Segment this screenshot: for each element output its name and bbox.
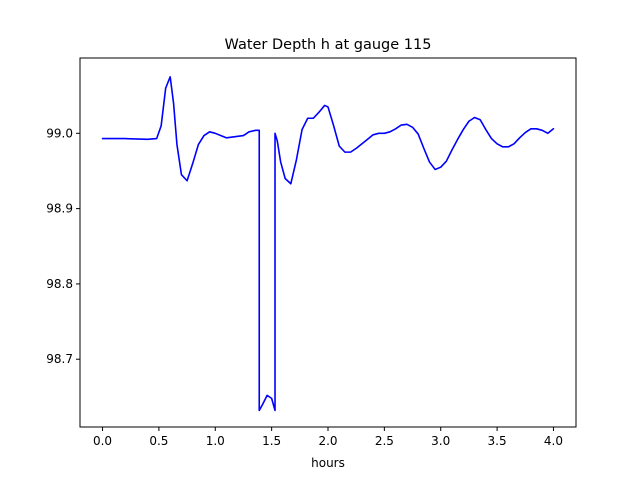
y-tick-label: 98.9	[46, 202, 73, 216]
y-tick-label: 98.7	[46, 352, 73, 366]
x-tick-label: 0.0	[93, 434, 112, 448]
x-tick-label: 1.0	[206, 434, 225, 448]
x-tick-label: 0.5	[149, 434, 168, 448]
x-axis: 0.0 0.5 1.0 1.5 2.0 2.5 3.0 3.5 4.0	[93, 427, 563, 448]
x-tick-label: 3.5	[488, 434, 507, 448]
x-tick-label: 1.5	[262, 434, 281, 448]
x-tick-label: 4.0	[544, 434, 563, 448]
x-axis-title: hours	[311, 456, 345, 470]
chart-title: Water Depth h at gauge 115	[225, 37, 432, 53]
y-tick-label: 98.8	[46, 277, 73, 291]
x-tick-label: 3.0	[431, 434, 450, 448]
y-axis: 98.7 98.8 98.9 99.0	[46, 126, 80, 366]
x-tick-label: 2.5	[375, 434, 394, 448]
x-tick-label: 2.0	[318, 434, 337, 448]
water-depth-series-line	[101, 76, 555, 412]
y-tick-label: 99.0	[46, 126, 73, 140]
